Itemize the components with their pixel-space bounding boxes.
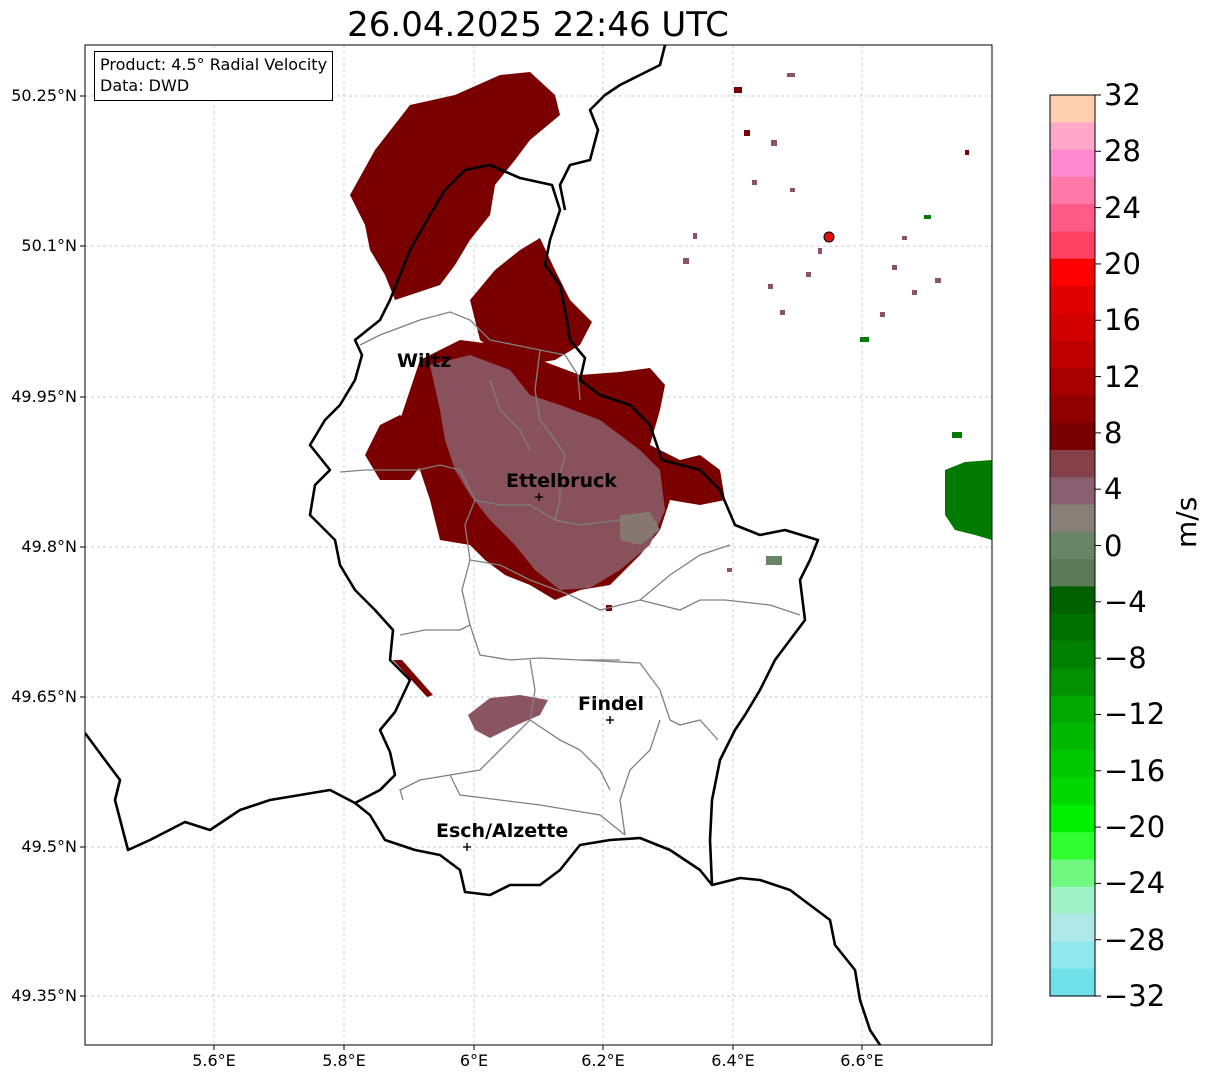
colorbar-segment: [1050, 750, 1095, 779]
axis-ticks: [80, 95, 863, 1050]
radar-echoes-negative: [860, 215, 992, 540]
lat-tick-label: 50.25°N: [11, 86, 77, 105]
echo-cell-center-north: [470, 238, 592, 365]
colorbar-segment: [1050, 695, 1095, 724]
radar-echoes-mid: [430, 355, 665, 738]
colorbar-segment: [1050, 968, 1095, 997]
colorbar-tick-marks: [1095, 94, 1101, 997]
colorbar-tick-label: −16: [1104, 753, 1166, 788]
colorbar-unit-label: m/s: [1170, 496, 1203, 548]
colorbar-segment: [1050, 176, 1095, 205]
data-source-label: Data: DWD: [100, 76, 190, 95]
colorbar-tick-label: 12: [1104, 359, 1141, 394]
colorbar-segment: [1050, 559, 1095, 588]
colorbar-tick-label: 24: [1104, 190, 1141, 225]
colorbar-segment: [1050, 95, 1095, 123]
colorbar-segment: [1050, 204, 1095, 233]
colorbar: [1050, 95, 1095, 997]
border-south: [354, 801, 882, 1045]
colorbar-segment: [1050, 586, 1095, 615]
echo-cell-southwest: [393, 660, 433, 697]
colorbar-segment: [1050, 122, 1095, 151]
colorbar-tick-label: 8: [1104, 415, 1123, 450]
colorbar-segment: [1050, 368, 1095, 396]
echo-cell-north: [350, 72, 560, 300]
colorbar-segment: [1050, 613, 1095, 642]
colorbar-tick-label: −24: [1104, 866, 1166, 901]
colorbar-tick-label: 32: [1104, 78, 1141, 112]
colorbar-tick-label: −20: [1104, 810, 1166, 845]
border-east-moselle-north: [558, 45, 667, 211]
colorbar-segment: [1050, 832, 1095, 861]
colorbar-segment: [1050, 941, 1095, 970]
lon-tick-label: 6.6°E: [840, 1051, 884, 1070]
radar-site-marker: [823, 231, 835, 243]
colorbar-tick-label: 28: [1104, 134, 1141, 169]
lon-tick-label: 6°E: [459, 1051, 489, 1070]
colorbar-tick-label: −12: [1104, 697, 1166, 732]
city-label-wiltz: Wiltz: [397, 350, 452, 372]
colorbar-segment: [1050, 149, 1095, 178]
national-borders: [85, 45, 882, 1045]
lon-tick-label: 6.2°E: [581, 1051, 625, 1070]
lat-tick-label: 49.65°N: [11, 687, 77, 706]
colorbar-segment: [1050, 777, 1095, 806]
colorbar-segment: [1050, 641, 1095, 669]
colorbar-tick-label: 0: [1104, 528, 1123, 563]
lat-tick-label: 49.5°N: [21, 837, 77, 856]
product-label: Product: 4.5° Radial Velocity: [100, 55, 328, 74]
lon-tick-label: 5.8°E: [322, 1051, 366, 1070]
colorbar-tick-label: 20: [1104, 246, 1141, 281]
lat-tick-label: 49.8°N: [21, 537, 77, 556]
colorbar-tick-label: 16: [1104, 303, 1141, 338]
map-title: 26.04.2025 22:46 UTC: [347, 5, 729, 45]
colorbar-segment: [1050, 886, 1095, 915]
colorbar-tick-label: −32: [1104, 979, 1166, 1013]
lat-tick-label: 49.95°N: [11, 387, 77, 406]
lon-tick-label: 6.4°E: [711, 1051, 755, 1070]
colorbar-segment: [1050, 449, 1095, 478]
canton-borders: [339, 311, 801, 836]
colorbar-segment: [1050, 313, 1095, 342]
colorbar-segment: [1050, 531, 1095, 560]
colorbar-segment: [1050, 914, 1095, 942]
border-west: [85, 163, 820, 886]
product-info-box: Product: 4.5° Radial Velocity Data: DWD: [94, 51, 334, 101]
map-frame: [84, 44, 993, 1046]
colorbar-tick-label: −28: [1104, 922, 1166, 957]
colorbar-tick-label: 4: [1104, 472, 1123, 507]
colorbar-segment: [1050, 859, 1095, 888]
colorbar-tick-label: −4: [1104, 584, 1147, 619]
city-label-findel: Findel: [578, 693, 645, 715]
city-label-esch-alzette: Esch/Alzette: [436, 820, 569, 842]
colorbar-segment: [1050, 668, 1095, 697]
colorbar-segment: [1050, 804, 1095, 833]
radar-echoes-high: [350, 72, 725, 697]
colorbar-segment: [1050, 504, 1095, 533]
colorbar-segment: [1050, 258, 1095, 287]
lon-tick-label: 5.6°E: [192, 1051, 236, 1070]
city-label-ettelbruck: Ettelbruck: [506, 470, 617, 492]
colorbar-tick-label: −8: [1104, 641, 1147, 676]
echo-cell-west: [365, 415, 425, 480]
lat-tick-label: 50.1°N: [21, 236, 77, 255]
colorbar-segment: [1050, 395, 1095, 424]
colorbar-segment: [1050, 477, 1095, 506]
colorbar-segment: [1050, 286, 1095, 315]
lat-tick-label: 49.35°N: [11, 986, 77, 1005]
colorbar-segment: [1050, 340, 1095, 369]
city-markers: [463, 493, 614, 851]
colorbar-segment: [1050, 422, 1095, 451]
colorbar-segment: [1050, 231, 1095, 260]
colorbar-segment: [1050, 722, 1095, 751]
